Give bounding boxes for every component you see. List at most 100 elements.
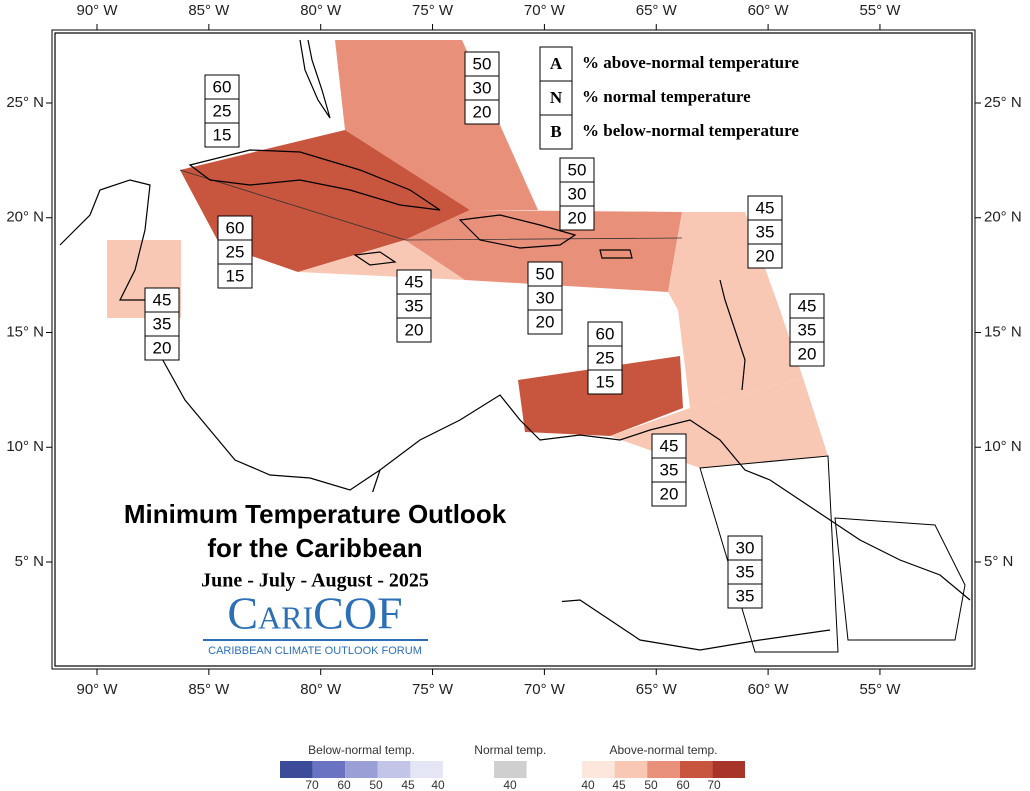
- legend-swatch: [647, 761, 680, 778]
- probability: 35: [153, 314, 172, 333]
- label-box: [587, 321, 623, 347]
- label-box: [204, 74, 240, 100]
- probability: 15: [213, 125, 232, 144]
- probability: 45: [798, 296, 817, 315]
- region-border: [179, 169, 683, 241]
- probability: 35: [736, 586, 755, 605]
- lat-label-right: 10° N: [984, 438, 1022, 455]
- probability: 45: [153, 290, 172, 309]
- legend-tick: 40: [581, 778, 595, 791]
- legend-tick: 60: [676, 778, 690, 791]
- label-box: [727, 583, 763, 609]
- probability: 45: [756, 198, 775, 217]
- lat-label-right: 25° N: [984, 94, 1022, 111]
- label-box: [204, 122, 240, 148]
- probability: 30: [536, 288, 555, 307]
- probability: 35: [798, 320, 817, 339]
- key-letter: N: [550, 88, 563, 107]
- label-box: [587, 369, 623, 395]
- probability: 20: [660, 484, 679, 503]
- lat-label-left: 20° N: [6, 209, 44, 226]
- region-outline: [834, 517, 966, 641]
- probability: 50: [568, 160, 587, 179]
- axes: 90° W 90° W 85° W 85° W 80° W 80° W 75° W 75° W…: [6, 2, 1021, 698]
- probability: 20: [568, 208, 587, 227]
- legend-title: Above-normal temp.: [609, 743, 717, 757]
- legend-swatch: [410, 761, 443, 778]
- label-box: [527, 285, 563, 311]
- lon-label-top: 90° W: [76, 2, 118, 19]
- coast-antilles: [719, 279, 746, 391]
- key-letter: A: [550, 54, 563, 73]
- lon-label-bottom: 75° W: [412, 681, 454, 698]
- region-labels: 50 30 20 60 25 15 60 25 15 45 35 20 45 35 20 50 30 20 50 30…: [144, 51, 825, 609]
- probability: 35: [736, 562, 755, 581]
- label-box: [527, 309, 563, 335]
- legend-swatch: [345, 761, 378, 778]
- legend-tick: 60: [337, 778, 351, 791]
- title-panel: [62, 492, 562, 662]
- label-box: [727, 535, 763, 561]
- label-box: [559, 157, 595, 183]
- coast-florida: [299, 39, 331, 119]
- lon-label-bottom: 90° W: [76, 681, 118, 698]
- lon-label-bottom: 70° W: [524, 681, 566, 698]
- label-box: [559, 181, 595, 207]
- probability: 45: [660, 436, 679, 455]
- lon-label-bottom: 60° W: [748, 681, 790, 698]
- key-letter: B: [550, 122, 561, 141]
- legend-swatch: [712, 761, 745, 778]
- lon-label-bottom: 55° W: [859, 681, 901, 698]
- legend-swatch: [494, 761, 527, 778]
- legend-tick: 70: [305, 778, 319, 791]
- lon-label-top: 60° W: [748, 2, 790, 19]
- legend-tick: 40: [431, 778, 445, 791]
- label-box: [789, 341, 825, 367]
- key-text: % normal temperature: [582, 87, 751, 106]
- lon-label-top: 55° W: [859, 2, 901, 19]
- legend-swatch: [614, 761, 648, 778]
- label-box: [144, 311, 180, 337]
- label-box: [559, 205, 595, 231]
- legend-swatch: [582, 761, 615, 778]
- legend-swatch: [377, 761, 411, 778]
- lat-label-left: 25° N: [6, 94, 44, 111]
- lon-label-top: 70° W: [524, 2, 566, 19]
- label-box: [396, 317, 432, 343]
- title-line1: Minimum Temperature Outlook: [124, 499, 507, 529]
- title-line2: for the Caribbean: [207, 533, 422, 563]
- coast-hispaniola: [458, 214, 577, 249]
- label-box: [144, 335, 180, 361]
- outer-frame: [51, 29, 976, 670]
- legend-swatch: [312, 761, 346, 778]
- probability: 60: [226, 218, 245, 237]
- probability: 30: [568, 184, 587, 203]
- probability: 20: [405, 320, 424, 339]
- label-box: [217, 215, 253, 241]
- key-text: % above-normal temperature: [582, 53, 799, 72]
- lat-label-right: 5° N: [984, 553, 1013, 570]
- probability: 25: [226, 242, 245, 261]
- key-letter-box: [539, 114, 573, 150]
- probability: 35: [660, 460, 679, 479]
- probability: 30: [473, 78, 492, 97]
- region-windwards: [678, 310, 803, 408]
- legend-swatch: [280, 761, 313, 778]
- region-bahamas: [335, 40, 538, 210]
- probability: 15: [226, 266, 245, 285]
- legend-tick: 50: [644, 778, 658, 791]
- label-box: [727, 559, 763, 585]
- probability: 25: [213, 101, 232, 120]
- legend-title: Normal temp.: [474, 743, 546, 757]
- probability: 50: [473, 54, 492, 73]
- legend-swatch: [679, 761, 713, 778]
- lon-label-top: 75° W: [412, 2, 454, 19]
- legend-tick: 70: [707, 778, 721, 791]
- probability: 35: [756, 222, 775, 241]
- legend-tick: 45: [401, 778, 415, 791]
- lat-label-right: 15° N: [984, 323, 1022, 340]
- label-box: [144, 287, 180, 313]
- label-box: [464, 51, 500, 77]
- label-box: [651, 481, 687, 507]
